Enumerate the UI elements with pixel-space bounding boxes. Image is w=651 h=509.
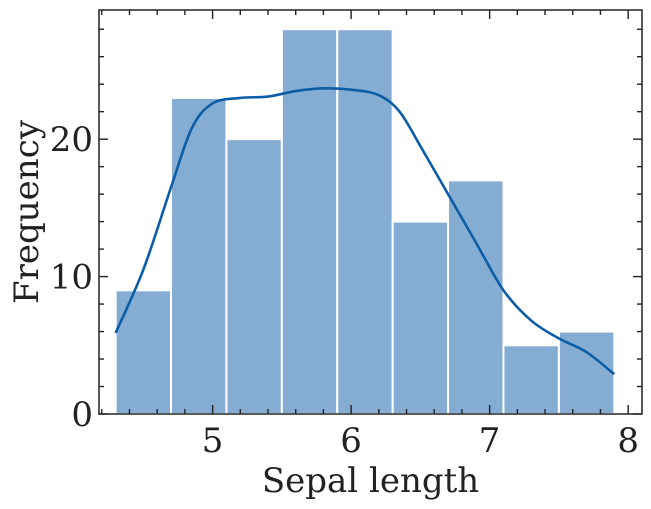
y-tick-label: 20 — [50, 120, 93, 160]
x-tick-label: 7 — [479, 421, 501, 461]
x-tick-label: 8 — [617, 421, 639, 461]
y-tick-labels: 0 10 20 — [50, 120, 93, 435]
y-tick-label: 0 — [71, 395, 93, 435]
histogram-bar-0 — [114, 289, 173, 416]
axis-ticks — [99, 10, 642, 415]
histogram-bar-6 — [447, 179, 505, 415]
histogram-bar-5 — [391, 220, 450, 415]
histogram-bar-3 — [280, 28, 339, 415]
y-tick-label: 10 — [50, 258, 93, 298]
histogram-bar-4 — [336, 28, 394, 415]
kde-curve — [114, 86, 616, 376]
y-axis-label: Frequency — [7, 119, 47, 304]
plot-frame — [98, 9, 643, 415]
histogram-bar-1 — [170, 96, 228, 415]
histogram-bar-2 — [225, 138, 283, 415]
histogram-bars — [114, 28, 616, 416]
x-tick-label: 5 — [202, 421, 224, 461]
x-axis-label: Sepal length — [262, 461, 479, 501]
histogram-bar-8 — [557, 330, 616, 416]
x-tick-label: 6 — [340, 421, 362, 461]
histogram-bar-7 — [502, 344, 560, 415]
x-tick-labels: 5 6 7 8 — [202, 421, 639, 461]
